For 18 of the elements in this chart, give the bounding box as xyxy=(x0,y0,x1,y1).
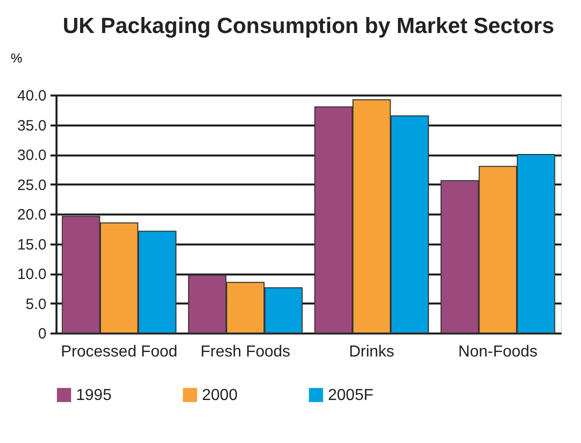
y-tick-label: 0 xyxy=(38,326,46,342)
y-tick-label: 25.0 xyxy=(17,176,46,194)
y-axis-title: % xyxy=(10,50,23,66)
y-tick-label: 30.0 xyxy=(17,147,46,164)
y-tick-label: 5.0 xyxy=(26,296,46,313)
x-tick-label: Fresh Foods xyxy=(200,344,290,360)
chart-title: UK Packaging Consumption by Market Sectors xyxy=(62,13,554,38)
x-tick-label: Processed Food xyxy=(60,344,178,360)
x-tick-label: Non-Foods xyxy=(458,344,538,360)
y-tick-label: 20.0 xyxy=(17,206,46,224)
y-tick-label: 15.0 xyxy=(17,236,46,254)
y-tick-label: 40.0 xyxy=(17,88,46,104)
legend-label: 2005F xyxy=(328,387,374,404)
legend-label: 2000 xyxy=(202,387,238,404)
legend-label: 1995 xyxy=(76,387,112,404)
y-tick-label: 10.0 xyxy=(17,266,46,283)
x-tick-label: Drinks xyxy=(348,344,394,360)
y-tick-label: 35.0 xyxy=(17,117,46,134)
